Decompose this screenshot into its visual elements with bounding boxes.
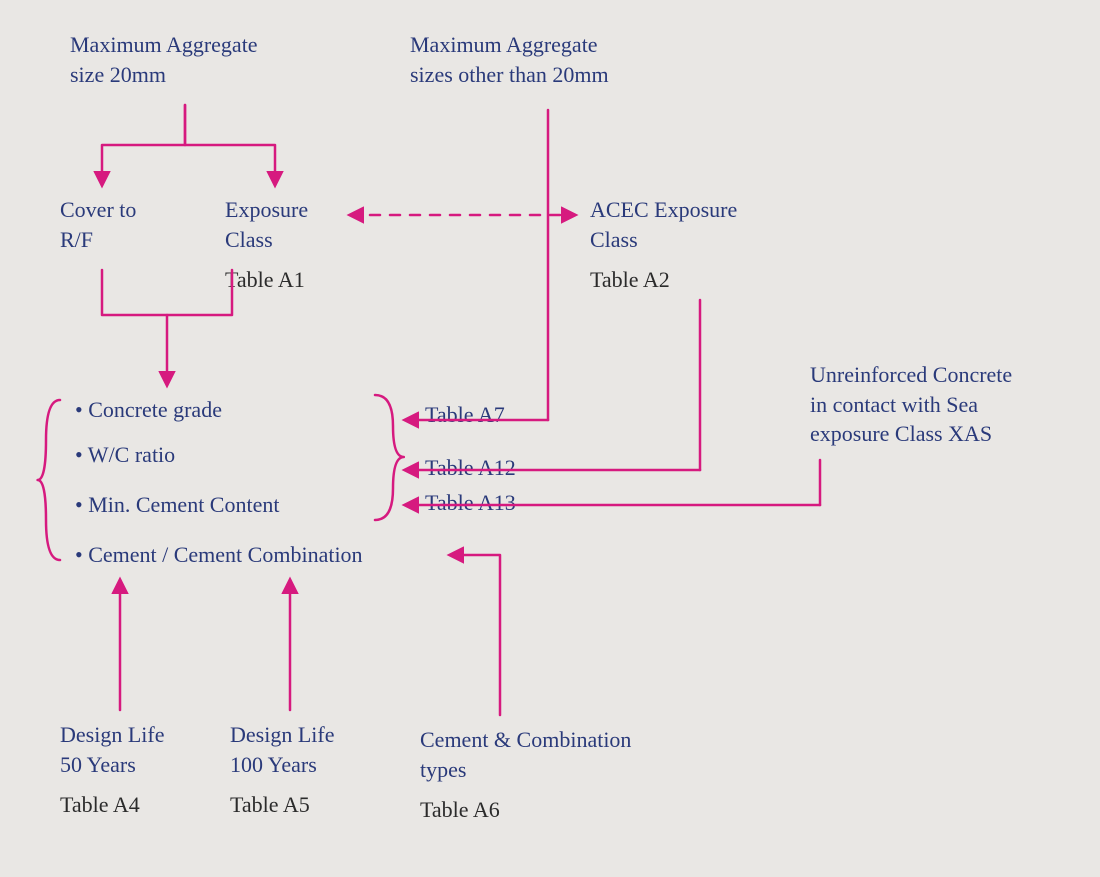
node-exposure: Exposure Class <box>225 195 308 254</box>
node-acec: ACEC Exposure Class <box>590 195 737 254</box>
node-tableA6: Table A6 <box>420 795 500 825</box>
node-unreinf: Unreinforced Concrete in contact with Se… <box>810 360 1012 449</box>
node-concGrade: • Concrete grade <box>75 395 222 425</box>
node-tableA5: Table A5 <box>230 790 310 820</box>
node-aggOther: Maximum Aggregate sizes other than 20mm <box>410 30 609 89</box>
node-design100: Design Life 100 Years <box>230 720 334 779</box>
node-tableA2: Table A2 <box>590 265 670 295</box>
node-tableA4: Table A4 <box>60 790 140 820</box>
node-tableA12: Table A12 <box>425 453 516 483</box>
node-wcRatio: • W/C ratio <box>75 440 175 470</box>
node-tableA1: Table A1 <box>225 265 305 295</box>
node-minCement: • Min. Cement Content <box>75 490 279 520</box>
node-design50: Design Life 50 Years <box>60 720 164 779</box>
node-tableA13: Table A13 <box>425 488 516 518</box>
node-cemComb: • Cement / Cement Combination <box>75 540 363 570</box>
node-agg20: Maximum Aggregate size 20mm <box>70 30 258 89</box>
node-coverRF: Cover to R/F <box>60 195 136 254</box>
node-tableA7: Table A7 <box>425 400 505 430</box>
node-cemTypes: Cement & Combination types <box>420 725 631 784</box>
